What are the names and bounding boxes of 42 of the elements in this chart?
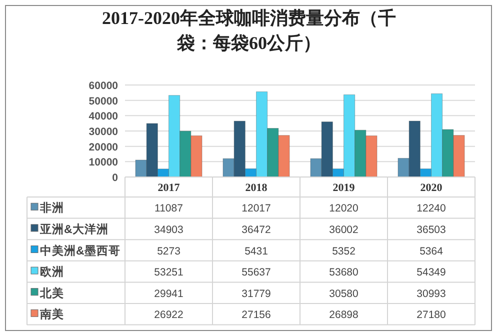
data-label: 27180	[416, 309, 446, 322]
legend-label: 中美洲&墨西哥	[40, 243, 120, 258]
y-tick-label: 30000	[88, 126, 118, 138]
y-tick-label: 10000	[88, 156, 118, 169]
data-label: 26922	[154, 309, 184, 322]
y-tick-label: 20000	[88, 141, 118, 154]
data-label: 5431	[244, 245, 268, 258]
data-label: 36472	[242, 224, 272, 236]
data-label: 54349	[416, 266, 446, 279]
data-label: 30580	[329, 288, 359, 300]
x-tick-label: 2017	[158, 182, 180, 194]
legend-label: 亚洲&大洋洲	[39, 222, 108, 236]
data-label: 5273	[157, 245, 181, 258]
data-label: 11087	[154, 202, 184, 215]
data-label: 12017	[242, 202, 272, 215]
legend-label: 非洲	[39, 200, 64, 215]
data-label: 12240	[416, 202, 446, 215]
data-label: 12020	[329, 202, 359, 215]
data-label: 30993	[416, 288, 446, 300]
y-tick-label: 0	[112, 172, 118, 184]
data-label: 34903	[154, 224, 184, 236]
legend-label: 北美	[39, 286, 64, 300]
data-label: 55637	[242, 266, 272, 279]
data-label: 36503	[416, 224, 446, 236]
data-label: 31779	[242, 288, 272, 300]
x-tick-label: 2020	[420, 182, 443, 194]
y-tick-label: 50000	[88, 95, 118, 108]
legend-label: 欧洲	[40, 264, 64, 279]
legend-label: 南美	[39, 307, 64, 322]
chart-title: 2017-2020年全球咖啡消费量分布（千袋：每袋60公斤）	[102, 8, 396, 53]
y-tick-label: 60000	[88, 80, 118, 92]
data-label: 26898	[329, 309, 359, 322]
data-label: 5352	[332, 245, 356, 258]
data-label: 53251	[154, 266, 184, 279]
y-tick-label: 40000	[88, 110, 118, 123]
data-label: 27156	[242, 309, 272, 322]
x-tick-label: 2019	[332, 182, 356, 194]
data-label: 5364	[420, 245, 444, 258]
x-tick-label: 2018	[245, 182, 268, 194]
data-label: 29941	[154, 288, 184, 300]
data-label: 53680	[329, 266, 359, 279]
data-label: 36002	[329, 224, 359, 236]
